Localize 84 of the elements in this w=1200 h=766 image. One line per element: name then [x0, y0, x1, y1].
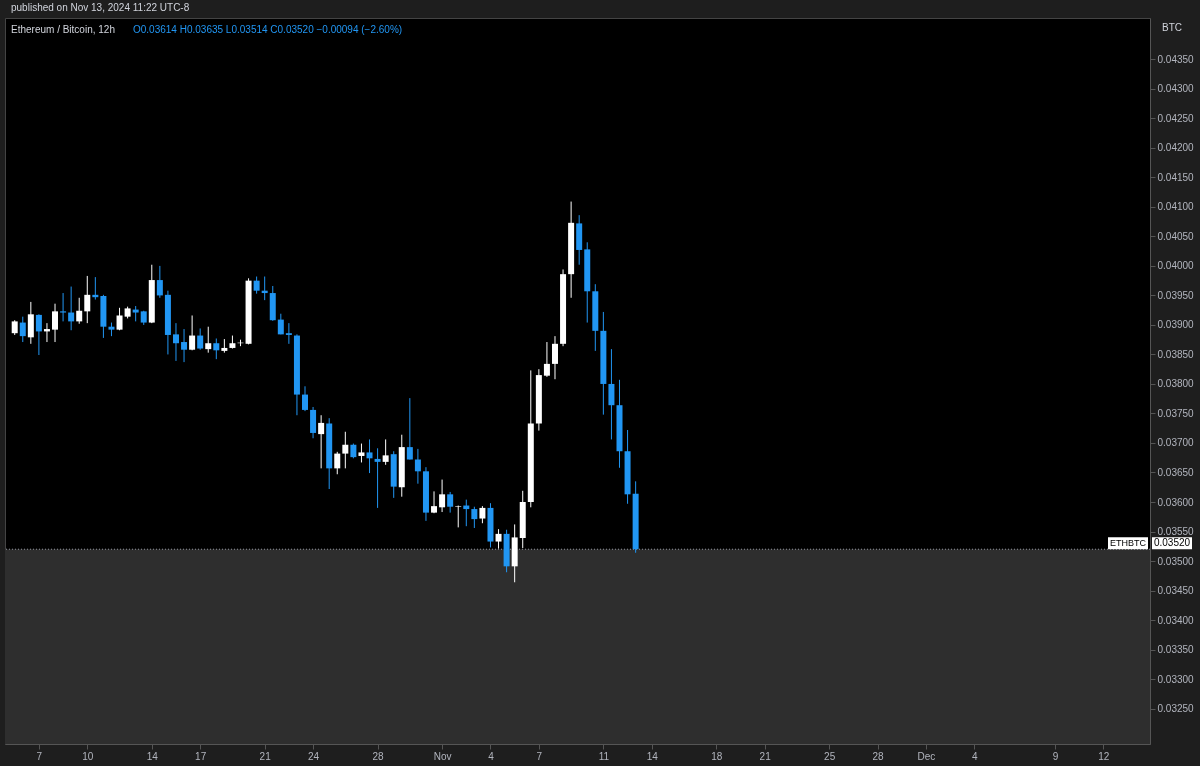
candlestick [447, 491, 454, 514]
y-tick-label: 0.03700 [1157, 437, 1195, 449]
x-tick-label: 12 [1098, 750, 1110, 762]
x-tick-label: 21 [759, 750, 772, 762]
x-tick-label: 24 [308, 750, 320, 762]
candlestick [285, 322, 292, 345]
text: Ethereum / Bitcoin, 12h [11, 24, 115, 35]
y-tick-label: 0.03950 [1157, 289, 1195, 301]
candlestick [382, 438, 389, 466]
y-tick-label: 0.03450 [1157, 585, 1195, 597]
x-tick-label: 9 [1052, 750, 1059, 762]
x-tick-label: 18 [711, 750, 723, 762]
y-tick-label: 0.04150 [1157, 171, 1195, 183]
candlestick [439, 479, 446, 513]
candlestick [543, 341, 550, 378]
candlestick [19, 316, 26, 343]
y-tick-label: 0.03900 [1157, 319, 1195, 331]
y-tick-label: 0.03750 [1157, 407, 1195, 419]
candlestick [310, 406, 317, 439]
candlestick [455, 505, 462, 528]
candlestick [414, 448, 421, 485]
x-tick-label: 4 [488, 750, 495, 762]
candlestick [334, 451, 341, 475]
candlestick [366, 438, 373, 474]
candlestick [374, 447, 381, 509]
x-tick-label: 10 [82, 750, 94, 762]
candlestick [213, 338, 220, 360]
candlestick [172, 322, 179, 362]
candlestick [495, 528, 502, 550]
x-tick-label: 14 [146, 750, 159, 762]
candlestick [84, 275, 91, 324]
x-tick-label: Nov [433, 750, 452, 762]
y-tick-label: 0.04100 [1157, 201, 1195, 213]
x-tick-label: 11 [598, 750, 610, 762]
candlestick [205, 326, 212, 354]
candlestick [156, 265, 163, 299]
candlestick [27, 301, 34, 345]
candlestick [60, 292, 67, 322]
text: published on Nov 13, 2024 11:22 UTC-8 [11, 2, 190, 13]
y-tick-label: 0.03650 [1157, 466, 1195, 478]
y-tick-label: 0.03850 [1157, 348, 1195, 360]
y-tick-label: 0.03350 [1157, 644, 1195, 656]
y-tick-label: 0.04250 [1157, 112, 1195, 124]
ref-line-label: ETHBTC [1110, 538, 1147, 549]
x-tick-label: 28 [872, 750, 885, 762]
y-tick-label: 0.04200 [1157, 142, 1195, 154]
candlestick [52, 303, 59, 343]
candlestick [189, 314, 196, 351]
x-tick-label: 25 [824, 750, 836, 762]
text: BTC [1162, 22, 1182, 33]
candlestick [342, 431, 349, 469]
candlestick [35, 313, 42, 356]
x-tick-label: Dec [917, 750, 936, 762]
candlestick [406, 397, 413, 460]
x-tick-label: 17 [195, 750, 207, 762]
y-tick-label: 0.03250 [1157, 703, 1195, 715]
y-tick-label: 0.03300 [1157, 673, 1195, 685]
candlestick [302, 385, 309, 412]
candlestick [76, 297, 83, 325]
x-tick-label: 14 [646, 750, 659, 762]
candlestick [358, 443, 365, 463]
candlestick [608, 348, 615, 440]
y-tick-label: 0.03400 [1157, 614, 1195, 626]
y-tick-label: 0.03600 [1157, 496, 1195, 508]
y-tick-label: 0.03500 [1157, 555, 1195, 567]
candlestick [471, 506, 478, 529]
x-tick-label: 7 [36, 750, 43, 762]
y-tick-label: 0.04000 [1157, 260, 1195, 272]
annotation: O0.03614 H0.03635 L0.03514 C0.03520 −0.00094 (−2.60%) [133, 24, 403, 35]
candlestick [318, 414, 325, 469]
y-tick-label: 0.04050 [1157, 230, 1195, 242]
x-tick-label: 28 [372, 750, 385, 762]
candlestick [181, 328, 188, 363]
y-tick-label: 0.03800 [1157, 378, 1195, 390]
y-tick-label: 0.04350 [1157, 53, 1195, 65]
y-tick-label: 0.04300 [1157, 83, 1195, 95]
y-tick-label: 0.03550 [1157, 526, 1195, 538]
x-tick-label: 4 [972, 750, 979, 762]
candlestick [68, 286, 75, 331]
candlestick [551, 335, 558, 380]
text: 0.03520 [1153, 537, 1191, 549]
candlestick [197, 327, 204, 351]
x-tick-label: 21 [259, 750, 272, 762]
x-tick-label: 7 [536, 750, 543, 762]
